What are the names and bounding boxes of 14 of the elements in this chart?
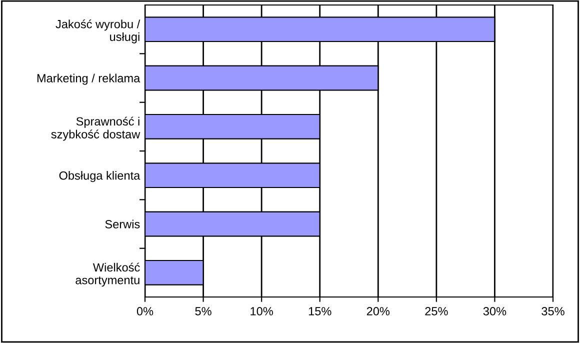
x-tick-label: 35%	[542, 307, 564, 316]
y-tick-label: Serwis	[105, 220, 140, 228]
x-tick-label: 25%	[425, 307, 448, 316]
y-tick-label: Wielkość asortymentu	[76, 262, 140, 287]
x-tick-label: 10%	[250, 307, 273, 316]
y-tick-label: Sprawność i szybkość dostaw	[51, 116, 140, 141]
y-tick-label: Obsługa klienta	[59, 171, 140, 182]
y-tick-label: Jakość wyrobu / usługi	[56, 19, 140, 44]
y-tick-label: Marketing / reklama	[37, 74, 140, 85]
x-tick-label: 20%	[366, 307, 390, 316]
x-tick-label: 30%	[483, 307, 506, 316]
x-tick-label: 5%	[195, 307, 212, 316]
x-tick-label: 0%	[136, 307, 154, 316]
x-tick-label: 15%	[308, 307, 332, 316]
